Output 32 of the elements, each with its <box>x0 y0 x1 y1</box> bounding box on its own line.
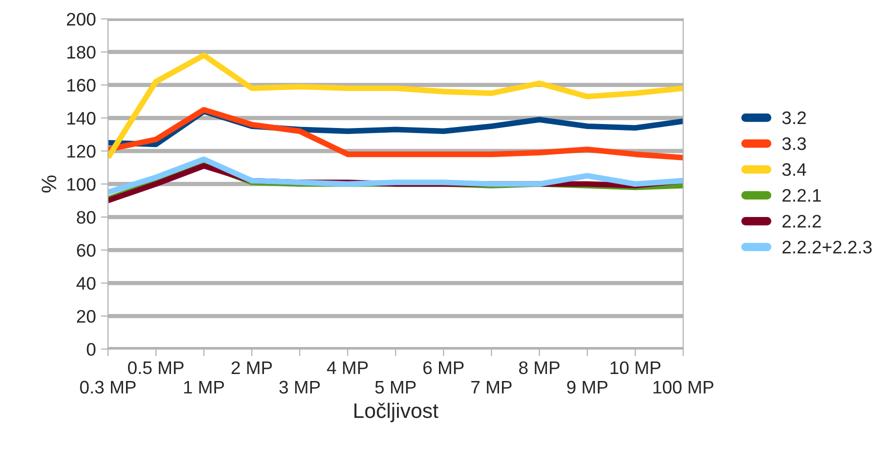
x-tick-label: 10 MP <box>610 361 660 374</box>
x-tick-label: 0.3 MP <box>80 380 136 394</box>
x-tick-label: 6 MP <box>423 361 464 374</box>
legend-label: 2.2.2+2.2.3 <box>782 240 872 254</box>
x-tick-label: 3 MP <box>279 380 320 394</box>
x-tick-label: 1 MP <box>184 380 224 394</box>
y-axis-title: % <box>42 175 56 193</box>
y-tick-label: 180 <box>67 46 96 59</box>
y-tick-label: 200 <box>66 12 96 26</box>
y-tick-label: 80 <box>76 210 96 224</box>
y-tick-label: 140 <box>67 112 96 125</box>
x-tick-label: 0.5 MP <box>128 361 184 374</box>
legend-label: 3.2 <box>782 111 806 124</box>
x-tick-label: 4 MP <box>327 362 368 374</box>
x-tick-label: 8 MP <box>519 361 560 374</box>
y-tick-label: 120 <box>67 144 96 158</box>
x-tick-label: 7 MP <box>471 380 512 394</box>
y-tick-label: 100 <box>67 178 96 191</box>
y-tick-label: 60 <box>77 244 96 257</box>
y-tick-label: 40 <box>76 276 96 290</box>
x-tick-label: 100 MP <box>653 380 714 394</box>
legend-label: 2.2.1 <box>782 189 821 202</box>
x-tick-label: 2 MP <box>232 361 272 374</box>
legend-label: 2.2.2 <box>782 214 821 228</box>
y-tick-label: 160 <box>67 78 96 92</box>
y-tick-label: 0 <box>86 343 96 356</box>
y-tick-label: 20 <box>76 310 96 323</box>
x-axis-title: Ločljivost <box>354 402 438 422</box>
x-tick-label: 5 MP <box>375 380 416 394</box>
legend-label: 3.3 <box>782 137 806 150</box>
legend-label: 3.4 <box>782 163 806 176</box>
x-tick-label: 9 MP <box>567 380 608 394</box>
